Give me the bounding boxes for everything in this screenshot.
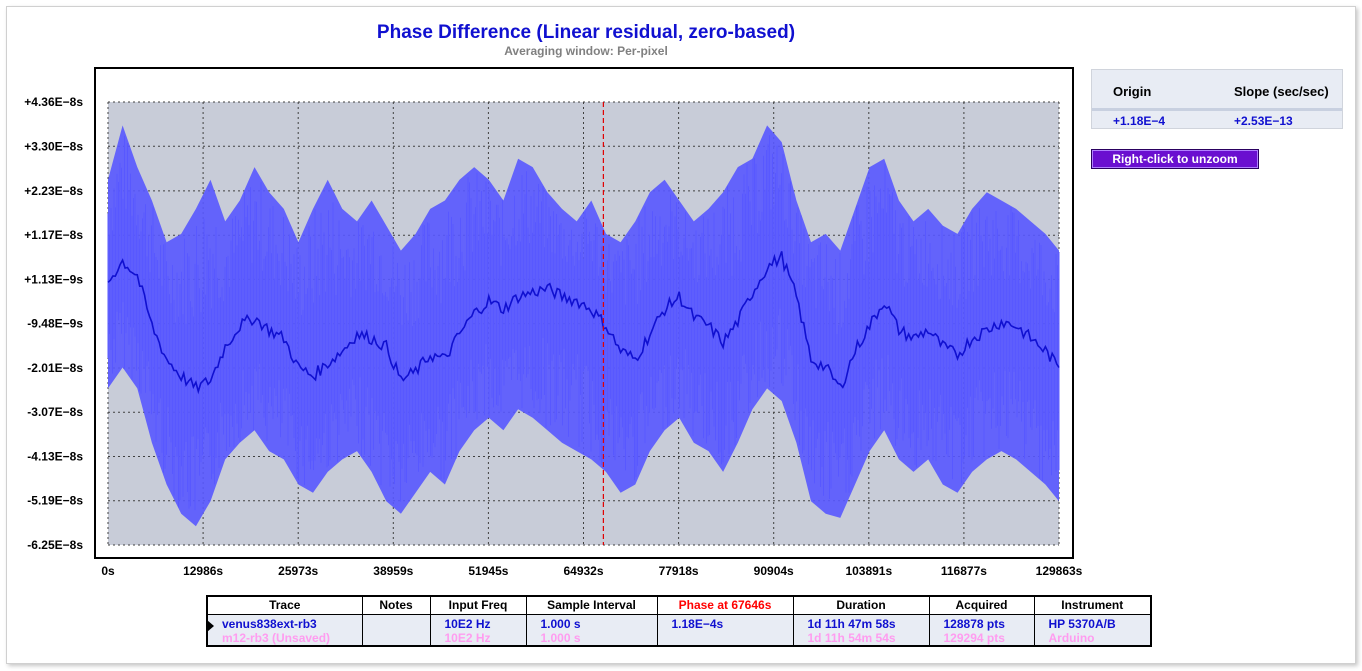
col-acquired[interactable]: Acquired [928,595,1035,615]
y-tick-label: -6.25E−8s [27,538,83,552]
chart-subtitle: Averaging window: Per-pixel [504,44,668,58]
trace-table: Trace Notes Input Freq Sample Interval P… [206,595,1152,647]
col-trace[interactable]: Trace [206,595,363,615]
fit-panel: Origin Slope (sec/sec) +1.18E−4 +2.53E−1… [1091,69,1343,129]
y-tick-label: +4.36E−8s [24,95,83,109]
cell-duration: 1d 11h 47m 58s [792,614,930,631]
x-tick-label: 12986s [183,564,223,578]
average-line [107,251,1060,395]
unzoom-button[interactable]: Right-click to unzoom [1091,149,1259,169]
cell-phase-at: 1.18E−4s [656,614,794,631]
table-row[interactable]: m12-rb3 (Unsaved) 10E2 Hz 1.000 s 1d 11h… [206,630,1152,646]
y-axis-ticks: +4.36E−8s +3.30E−8s +2.23E−8s +1.17E−8s +1.1… [24,95,83,552]
noise-spikes [107,135,1060,511]
cell-sample-interval: 1.000 s [525,614,658,631]
x-tick-label: 116877s [941,564,987,578]
x-tick-label: 77918s [659,564,699,578]
cell-acquired: 129294 pts [928,630,1035,646]
x-tick-label: 38959s [373,564,413,578]
cell-input-freq: 10E2 Hz [429,614,527,631]
y-tick-label: +1.17E−8s [24,228,83,242]
cell-instrument: HP 5370A/B [1033,614,1152,631]
origin-value: +1.18E−4 [1113,114,1166,128]
cell-input-freq: 10E2 Hz [429,630,527,646]
y-tick-label: +1.13E−9s [24,272,83,286]
y-tick-label: -4.13E−8s [27,449,83,463]
cell-notes[interactable] [361,630,431,646]
y-tick-label: -9.48E−9s [27,317,83,331]
col-phase-at[interactable]: Phase at 67646s [656,595,794,615]
chart-title: Phase Difference (Linear residual, zero-… [376,22,796,43]
chart-frame [6,6,1356,664]
y-tick-label: +2.23E−8s [24,184,83,198]
selected-row-arrow-icon [207,620,214,632]
col-notes[interactable]: Notes [361,595,431,615]
x-tick-label: 90904s [754,564,794,578]
slope-value: +2.53E−13 [1234,114,1293,128]
y-tick-label: +3.30E−8s [24,139,83,153]
average-trace [107,251,1060,395]
cell-notes[interactable] [361,614,431,631]
cell-trace[interactable]: m12-rb3 (Unsaved) [206,630,363,646]
col-sample-interval[interactable]: Sample Interval [525,595,658,615]
col-input-freq[interactable]: Input Freq [429,595,527,615]
slope-header: Slope (sec/sec) [1234,84,1329,99]
x-tick-label: 0s [101,564,115,578]
x-tick-label: 51945s [468,564,508,578]
cell-acquired: 128878 pts [928,614,1035,631]
table-row[interactable]: venus838ext-rb3 10E2 Hz 1.000 s 1.18E−4s… [206,614,1152,631]
table-header-row: Trace Notes Input Freq Sample Interval P… [206,595,1152,615]
y-tick-label: -3.07E−8s [27,405,83,419]
x-tick-label: 25973s [278,564,318,578]
cell-instrument: Arduino [1033,630,1152,646]
col-instrument[interactable]: Instrument [1033,595,1152,615]
cell-duration: 1d 11h 54m 54s [792,630,930,646]
cell-trace[interactable]: venus838ext-rb3 [206,614,363,631]
y-tick-label: -2.01E−8s [27,361,83,375]
x-tick-label: 129863s [1036,564,1083,578]
x-axis-ticks: 0s 12986s 25973s 38959s 51945s 64932s 77918s 90… [101,564,1082,578]
cell-phase-at [656,630,794,646]
noise-envelope [107,125,1060,527]
y-tick-label: -5.19E−8s [27,494,83,508]
x-tick-label: 103891s [845,564,892,578]
origin-header: Origin [1113,84,1152,99]
cell-sample-interval: 1.000 s [525,630,658,646]
fit-divider [1092,108,1342,111]
col-duration[interactable]: Duration [792,595,930,615]
x-tick-label: 64932s [563,564,603,578]
